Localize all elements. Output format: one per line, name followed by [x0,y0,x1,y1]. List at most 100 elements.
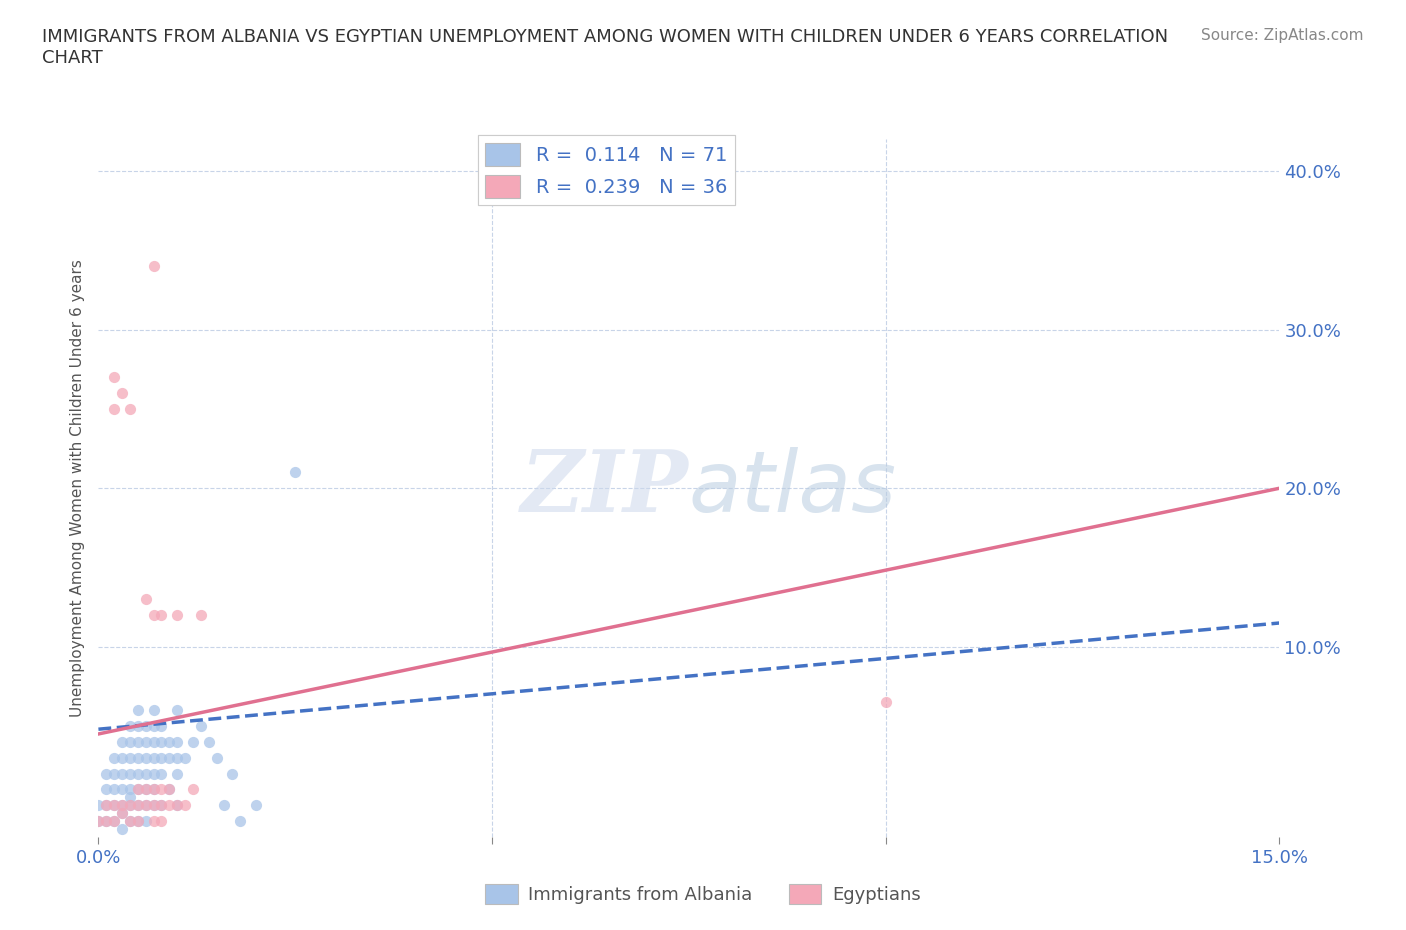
Point [111,735,134,750]
Point [150,735,173,750]
Point [174,798,197,813]
Point [197,735,219,750]
Point [103,814,125,829]
Point [103,751,125,765]
Point [166,798,188,813]
Point [103,402,125,417]
Point [96,782,118,797]
Point [214,798,236,813]
Point [103,782,125,797]
Point [118,402,141,417]
Point [135,751,157,765]
Point [135,798,157,813]
Point [142,607,165,622]
Point [150,766,173,781]
Point [150,751,173,765]
Point [142,798,165,813]
Point [157,798,180,813]
Point [111,798,134,813]
Point [166,766,188,781]
Point [111,782,134,797]
Point [118,798,141,813]
Point [150,607,173,622]
Point [111,386,134,401]
Point [181,782,204,797]
Point [111,805,134,820]
Point [157,751,180,765]
Text: atlas: atlas [689,446,897,530]
Point [190,719,212,734]
Point [181,735,204,750]
Point [166,735,188,750]
Point [221,766,243,781]
Point [103,814,125,829]
Point [205,751,228,765]
Point [118,814,141,829]
Point [118,766,141,781]
Point [166,751,188,765]
Point [127,782,149,797]
Point [118,735,141,750]
Point [142,751,165,765]
Point [127,782,149,797]
Point [127,814,149,829]
Point [166,607,188,622]
Point [96,798,118,813]
Y-axis label: Unemployment Among Women with Children Under 6 years: Unemployment Among Women with Children U… [70,259,86,717]
Point [150,719,173,734]
Text: Source: ZipAtlas.com: Source: ZipAtlas.com [1201,28,1364,43]
Point [118,798,141,813]
Point [118,814,141,829]
Point [135,798,157,813]
Legend: R =  0.114   N = 71, R =  0.239   N = 36: R = 0.114 N = 71, R = 0.239 N = 36 [478,135,735,206]
Point [142,798,165,813]
Point [150,782,173,797]
Point [127,751,149,765]
Point [150,798,173,813]
Point [142,814,165,829]
Point [103,798,125,813]
Point [111,798,134,813]
Point [157,782,180,797]
Point [166,703,188,718]
Point [142,782,165,797]
Point [96,766,118,781]
Point [135,782,157,797]
Point [190,607,212,622]
Point [157,735,180,750]
Point [142,735,165,750]
Point [103,798,125,813]
Point [150,814,173,829]
Point [111,766,134,781]
Point [118,790,141,804]
Point [142,766,165,781]
Point [118,719,141,734]
Point [96,798,118,813]
Point [87,798,110,813]
Point [127,719,149,734]
Legend: Immigrants from Albania, Egyptians: Immigrants from Albania, Egyptians [478,876,928,911]
Point [87,814,110,829]
Point [142,703,165,718]
Point [229,814,252,829]
Point [111,751,134,765]
Point [135,735,157,750]
Point [127,735,149,750]
Point [111,821,134,836]
Point [87,814,110,829]
Point [135,591,157,606]
Point [135,719,157,734]
Point [142,259,165,273]
Point [127,798,149,813]
Point [127,766,149,781]
Text: ZIP: ZIP [522,446,689,530]
Point [166,798,188,813]
Point [118,782,141,797]
Point [284,465,307,480]
Point [118,751,141,765]
Point [96,814,118,829]
Point [142,782,165,797]
Point [127,798,149,813]
Point [135,766,157,781]
Point [150,798,173,813]
